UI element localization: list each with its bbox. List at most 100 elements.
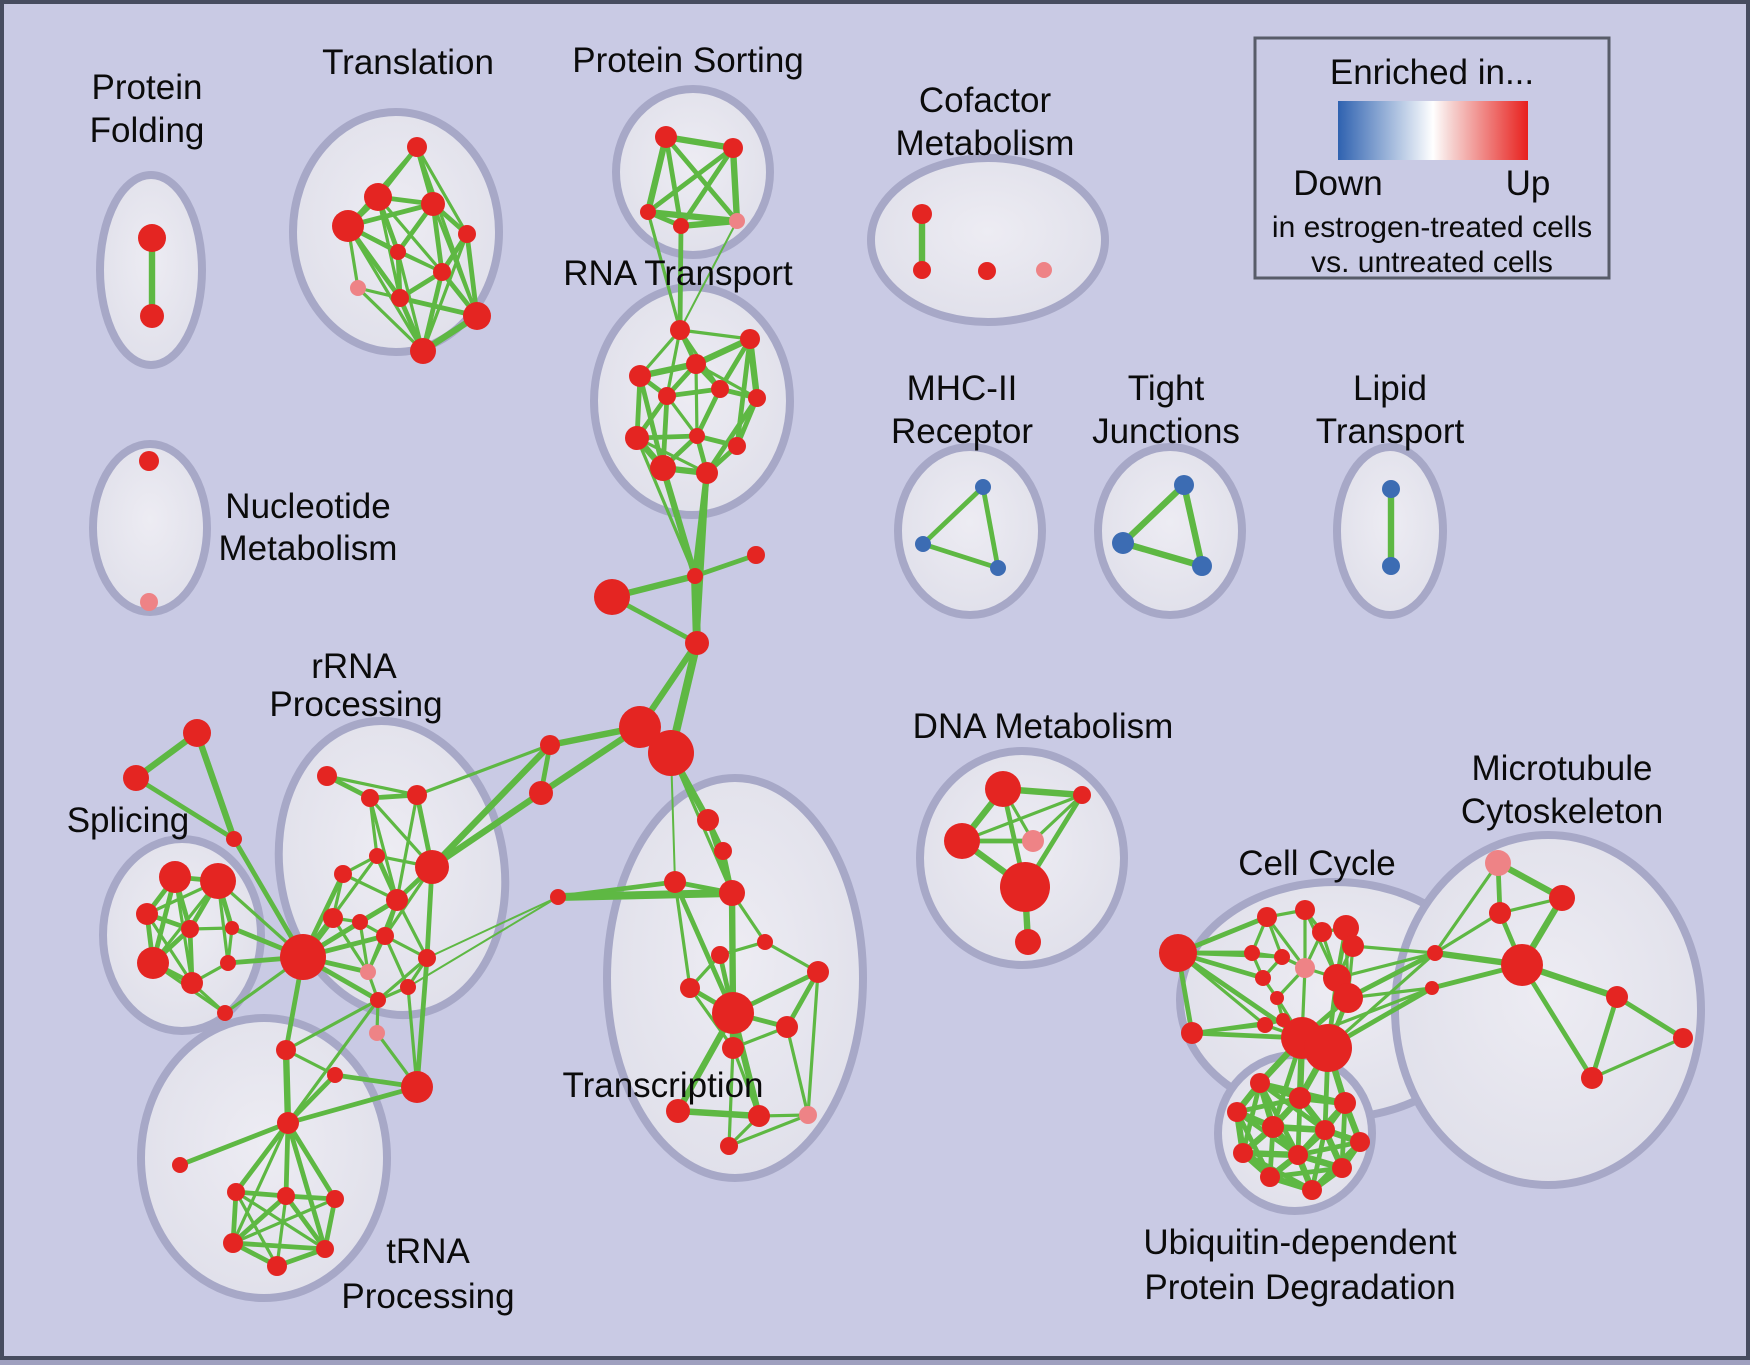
rrna-processing-node-2 — [407, 785, 427, 805]
tight-junctions-node-0 — [1174, 475, 1194, 495]
splicing-edge — [193, 729, 238, 843]
trna-processing-edge — [177, 1120, 291, 1168]
trna-processing-edge — [283, 1193, 328, 1252]
splicing-node-5 — [137, 947, 169, 979]
tight-junctions-label-line-1: Tight — [1128, 369, 1205, 408]
inter-cluster-edge — [285, 1084, 420, 1126]
translation-node-2 — [421, 192, 445, 216]
transcription-node-2 — [664, 871, 686, 893]
hub-edge — [692, 552, 759, 579]
rrna-processing-node-7 — [323, 908, 343, 928]
dna-metabolism-edge — [960, 793, 1084, 843]
rna-transport-edge — [635, 436, 709, 475]
hub-node-4 — [687, 568, 703, 584]
transcription-node-4 — [757, 934, 773, 950]
inter-cluster-edge — [415, 743, 552, 797]
inter-cluster-edge — [646, 210, 682, 332]
nucleotide-metabolism-node-1 — [140, 593, 158, 611]
rrna-processing-edge — [325, 774, 419, 797]
transcription-node-8 — [807, 961, 829, 983]
links-node-2 — [550, 889, 566, 905]
hub-node-5 — [747, 546, 765, 564]
mhc2-receptor-label-line-2: Receptor — [891, 412, 1033, 451]
trna-processing-edge — [285, 1120, 328, 1252]
rna-transport-node-6 — [748, 389, 766, 407]
inter-cluster-edge — [1351, 944, 1437, 955]
rrna-processing-node-8 — [352, 914, 368, 930]
rna-transport-node-11 — [696, 462, 718, 484]
mhc2-receptor-edge — [920, 484, 986, 547]
legend-up-label: Up — [1506, 164, 1551, 203]
inter-cluster-edge — [282, 1046, 292, 1127]
splicing-node-3 — [181, 920, 199, 938]
rrna-processing-node-0 — [317, 766, 337, 786]
mhc2-receptor-edge — [920, 541, 1001, 571]
transcription-node-6 — [680, 978, 700, 998]
splicing-edge — [133, 775, 237, 842]
rna-transport-edge — [694, 362, 699, 438]
transcription-edge — [806, 970, 820, 1117]
protein-sorting-edge — [677, 217, 741, 230]
trna-processing-node-1 — [172, 1157, 188, 1173]
ubiquitin-degradation-node-9 — [1332, 1158, 1352, 1178]
nucleotide-metabolism-label-line-1: Nucleotide — [225, 487, 390, 526]
tight-junctions-label-line-2: Junctions — [1092, 412, 1240, 451]
rrna-processing-edge — [368, 796, 399, 902]
microtubule-cytoskeleton-node-5 — [1425, 981, 1439, 995]
microtubule-cytoskeleton-node-1 — [1549, 885, 1575, 911]
trna-processing-node-0 — [277, 1112, 299, 1134]
dna-metabolism-node-4 — [1000, 862, 1050, 912]
translation-ellipse — [289, 108, 503, 356]
microtubule-cytoskeleton-edge — [1433, 911, 1502, 955]
translation-node-1 — [364, 183, 392, 211]
trna-processing-edge — [285, 1120, 338, 1202]
rna-transport-node-3 — [629, 365, 651, 387]
legend-down-label: Down — [1293, 164, 1382, 203]
translation-node-3 — [332, 210, 364, 242]
inter-cluster-edge — [426, 896, 559, 959]
inter-cluster-edge — [428, 789, 545, 871]
transcription-node-9 — [776, 1016, 798, 1038]
inter-cluster-edge — [414, 955, 430, 1090]
cell-cycle-node-3 — [1295, 900, 1315, 920]
ubiquitin-degradation-node-10 — [1260, 1167, 1280, 1187]
protein-folding-label-line-2: Folding — [90, 111, 205, 150]
protein-sorting-node-4 — [729, 213, 745, 229]
protein-sorting-node-3 — [673, 218, 689, 234]
splicing-node-6 — [181, 972, 203, 994]
ubiquitin-degradation-edge — [1267, 1165, 1345, 1180]
rna-transport-label-line-1: RNA Transport — [563, 254, 793, 293]
dna-metabolism-node-1 — [1073, 786, 1091, 804]
inter-cluster-edge — [428, 741, 554, 871]
microtubule-cytoskeleton-node-8 — [1673, 1028, 1693, 1048]
cell-cycle-node-1 — [1181, 1022, 1203, 1044]
protein-sorting-edge — [662, 133, 737, 152]
trna-processing-node-7 — [267, 1256, 287, 1276]
rna-transport-node-7 — [625, 426, 649, 450]
mhc2-receptor-node-2 — [990, 560, 1006, 576]
microtubule-cytoskeleton-edge — [1433, 861, 1500, 955]
rrna-processing-edge — [376, 956, 429, 1002]
translation-node-10 — [410, 338, 436, 364]
splicing-edge — [145, 912, 194, 985]
transcription-node-12 — [748, 1105, 770, 1127]
tight-junctions-node-2 — [1192, 556, 1212, 576]
microtubule-cytoskeleton-edge — [1590, 1036, 1685, 1080]
rna-transport-node-5 — [658, 387, 676, 405]
cell-cycle-node-9 — [1295, 958, 1315, 978]
cell-cycle-node-17 — [1304, 1024, 1352, 1072]
microtubule-cytoskeleton-node-3 — [1427, 945, 1443, 961]
lipid-transport-label-line-2: Transport — [1316, 412, 1465, 451]
cell-cycle-node-2 — [1257, 907, 1277, 927]
splicing-node-8 — [217, 1005, 233, 1021]
transcription-node-10 — [722, 1037, 744, 1059]
protein-folding-node-0 — [138, 224, 166, 252]
trna-processing-edge — [231, 1121, 290, 1245]
rna-transport-edge — [637, 373, 666, 471]
rna-transport-node-9 — [728, 437, 746, 455]
rrna-processing-node-5 — [415, 850, 449, 884]
rrna-processing-edge — [331, 916, 370, 974]
inter-cluster-edge — [635, 436, 697, 578]
trna-processing-node-3 — [277, 1187, 295, 1205]
trna-processing-edge — [283, 1120, 291, 1199]
